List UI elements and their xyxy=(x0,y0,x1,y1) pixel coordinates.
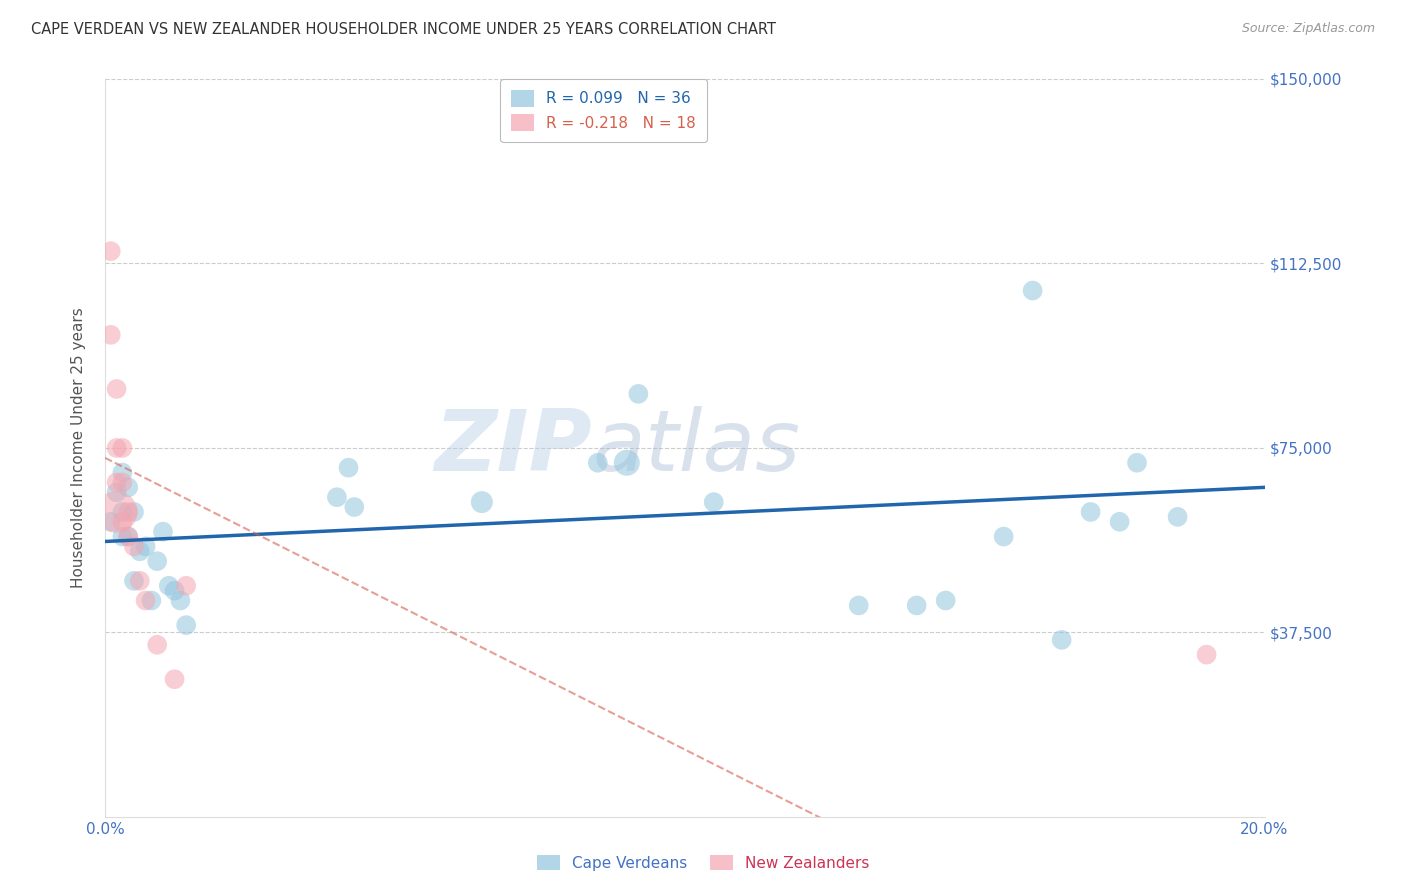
Point xyxy=(105,485,128,500)
Point xyxy=(105,441,128,455)
Point xyxy=(146,554,169,568)
Point xyxy=(105,382,128,396)
Point xyxy=(1126,456,1149,470)
Point xyxy=(128,574,150,588)
Point xyxy=(163,672,186,686)
Point xyxy=(703,495,725,509)
Text: CAPE VERDEAN VS NEW ZEALANDER HOUSEHOLDER INCOME UNDER 25 YEARS CORRELATION CHAR: CAPE VERDEAN VS NEW ZEALANDER HOUSEHOLDE… xyxy=(31,22,776,37)
Point xyxy=(152,524,174,539)
Text: atlas: atlas xyxy=(592,407,800,490)
Y-axis label: Householder Income Under 25 years: Householder Income Under 25 years xyxy=(72,308,86,589)
Point xyxy=(111,515,134,529)
Point xyxy=(111,530,134,544)
Point xyxy=(111,475,134,490)
Point xyxy=(905,599,928,613)
Point xyxy=(935,593,957,607)
Point xyxy=(174,618,197,632)
Point xyxy=(471,495,494,509)
Point xyxy=(627,387,650,401)
Point xyxy=(105,505,128,519)
Point xyxy=(100,244,122,259)
Point xyxy=(100,515,122,529)
Point xyxy=(117,480,139,494)
Point xyxy=(111,466,134,480)
Point xyxy=(326,490,349,504)
Point xyxy=(111,441,134,455)
Point xyxy=(1080,505,1102,519)
Legend: Cape Verdeans, New Zealanders: Cape Verdeans, New Zealanders xyxy=(527,846,879,880)
Point xyxy=(157,579,180,593)
Point xyxy=(848,599,870,613)
Point xyxy=(1108,515,1130,529)
Point xyxy=(117,505,139,519)
Point xyxy=(111,505,134,519)
Point xyxy=(117,530,139,544)
Point xyxy=(128,544,150,558)
Point xyxy=(337,460,360,475)
Point xyxy=(1195,648,1218,662)
Point xyxy=(122,574,145,588)
Point xyxy=(135,593,157,607)
Point xyxy=(135,540,157,554)
Point xyxy=(100,327,122,342)
Point xyxy=(122,505,145,519)
Point xyxy=(169,593,191,607)
Point xyxy=(1021,284,1043,298)
Point xyxy=(117,530,139,544)
Point xyxy=(122,540,145,554)
Point xyxy=(1050,632,1073,647)
Point xyxy=(146,638,169,652)
Point xyxy=(343,500,366,514)
Point xyxy=(163,583,186,598)
Point xyxy=(993,530,1015,544)
Point xyxy=(616,456,638,470)
Point xyxy=(105,475,128,490)
Legend: R = 0.099   N = 36, R = -0.218   N = 18: R = 0.099 N = 36, R = -0.218 N = 18 xyxy=(501,79,707,142)
Point xyxy=(141,593,163,607)
Point xyxy=(174,579,197,593)
Point xyxy=(586,456,609,470)
Point xyxy=(1167,509,1189,524)
Text: Source: ZipAtlas.com: Source: ZipAtlas.com xyxy=(1241,22,1375,36)
Text: ZIP: ZIP xyxy=(434,407,592,490)
